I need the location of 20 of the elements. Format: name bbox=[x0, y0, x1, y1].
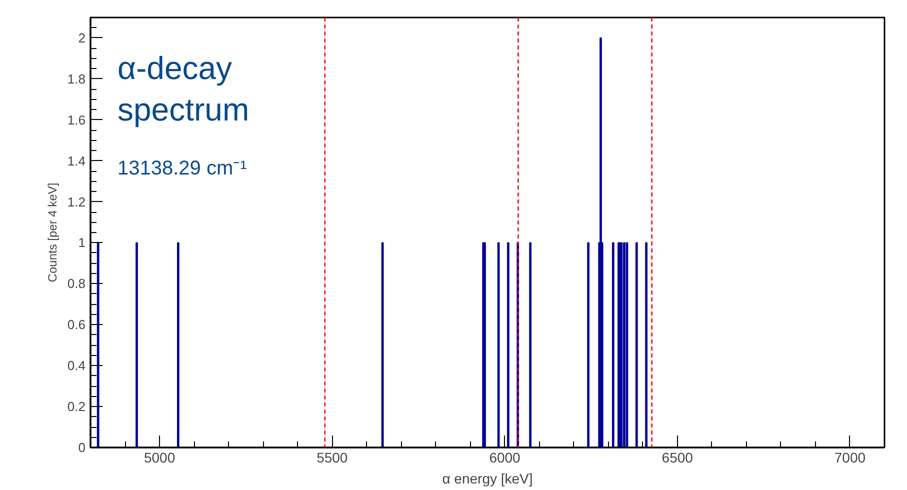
y-tick-label: 1.4 bbox=[67, 153, 86, 168]
y-tick-label: 0.6 bbox=[67, 317, 86, 332]
annotation: 13138.29 cm⁻¹ bbox=[118, 158, 248, 180]
x-tick-label: 5500 bbox=[316, 450, 348, 466]
y-axis-title: Counts [per 4 keV] bbox=[45, 182, 60, 282]
annotation: α-decay spectrum bbox=[118, 50, 250, 128]
y-tick-label: 1.6 bbox=[67, 112, 86, 128]
y-tick-label: 1 bbox=[78, 235, 86, 250]
x-tick-label: 6500 bbox=[662, 450, 694, 466]
x-tick-label: 6000 bbox=[489, 450, 521, 466]
y-tick-label: 2 bbox=[78, 30, 86, 46]
y-tick-label: 1.8 bbox=[67, 71, 86, 86]
x-tick-label: 5000 bbox=[144, 450, 176, 466]
y-tick-label: 0.4 bbox=[67, 358, 86, 374]
x-tick-label: 7000 bbox=[834, 450, 866, 466]
y-tick-label: 0.2 bbox=[67, 399, 86, 414]
x-axis-title: α energy [keV] bbox=[442, 470, 533, 486]
y-tick-label: 0 bbox=[78, 440, 86, 455]
y-tick-label: 1.2 bbox=[67, 194, 86, 210]
y-tick-label: 0.8 bbox=[67, 276, 86, 292]
